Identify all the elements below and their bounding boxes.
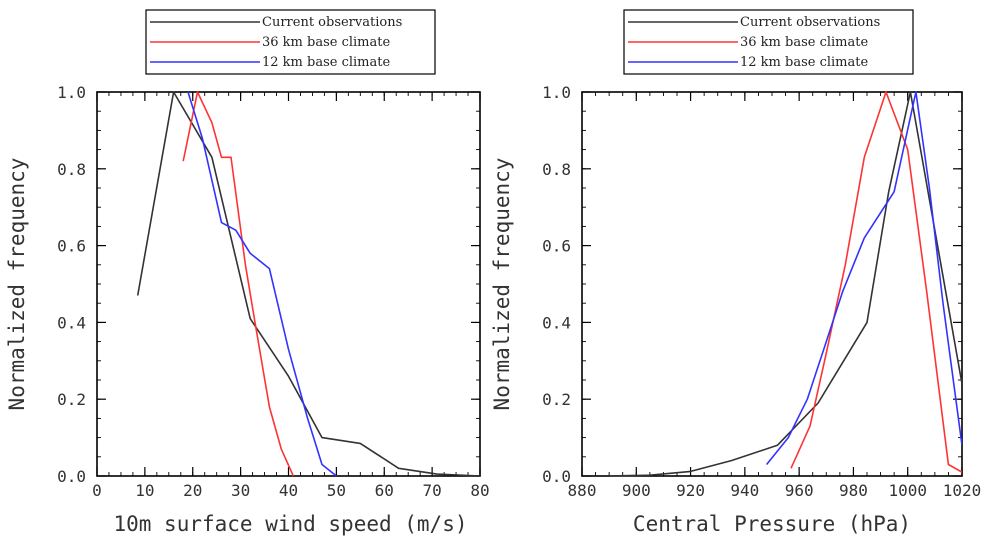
- x-tick-label: 80: [470, 481, 489, 500]
- y-tick-label: 0.0: [57, 467, 86, 486]
- x-axis-title: Central Pressure (hPa): [633, 512, 911, 536]
- y-tick-label: 0.6: [542, 237, 571, 256]
- x-tick-label: 960: [785, 481, 814, 500]
- x-tick-label: 70: [422, 481, 441, 500]
- y-tick-label: 0.2: [57, 390, 86, 409]
- x-tick-label: 40: [279, 481, 298, 500]
- series-line: [182, 91, 295, 477]
- legend-entry: Current observations: [262, 15, 402, 30]
- plot-frame: [96, 91, 481, 477]
- x-tick-label: 940: [730, 481, 759, 500]
- y-tick-label: 0.8: [542, 160, 571, 179]
- legend-entry: 36 km base climate: [262, 35, 390, 50]
- x-tick-label: 20: [183, 481, 202, 500]
- y-tick-label: 1.0: [57, 83, 86, 102]
- y-tick-label: 0.4: [57, 313, 86, 332]
- x-tick-label: 0: [92, 481, 102, 500]
- x-tick-label: 60: [375, 481, 394, 500]
- x-tick-label: 980: [839, 481, 868, 500]
- series-line: [765, 91, 962, 466]
- central-pressure-panel: 880 900 920 940 960 980 1000 1020 0.0 0.2 0.4 0.6 0.…: [490, 9, 982, 536]
- y-tick-label: 0.4: [542, 313, 571, 332]
- x-tick-label: 50: [327, 481, 346, 500]
- x-tick-label: 920: [676, 481, 705, 500]
- series-line: [790, 91, 962, 473]
- y-axis-title: Normalized frequency: [490, 158, 514, 411]
- x-axis-title: 10m surface wind speed (m/s): [113, 512, 467, 536]
- y-axis-title: Normalized frequency: [5, 158, 29, 411]
- legend-entry: 36 km base climate: [740, 35, 868, 50]
- y-tick-label: 1.0: [542, 83, 571, 102]
- x-tick-label: 10: [135, 481, 154, 500]
- plot-frame: [581, 91, 963, 477]
- x-tick-label: 1020: [943, 481, 982, 500]
- series-line: [187, 91, 337, 477]
- legend-entry: Current observations: [740, 15, 880, 30]
- y-tick-label: 0.2: [542, 390, 571, 409]
- legend-entry: 12 km base climate: [262, 55, 390, 70]
- wind-speed-panel: 0 10 20 30 40 50 60 70 80 0.0 0.2 0.4 0.6 0.8 1.0 10m s…: [5, 9, 490, 536]
- x-tick-label: 900: [622, 481, 651, 500]
- legend: Current observations 36 km base climate 12…: [145, 9, 436, 75]
- x-tick-label: 880: [568, 481, 597, 500]
- legend-entry: 12 km base climate: [740, 55, 868, 70]
- legend: Current observations 36 km base climate 12…: [623, 9, 914, 75]
- x-tick-label: 1000: [888, 481, 927, 500]
- series-line: [609, 91, 962, 477]
- series-line: [136, 91, 480, 477]
- x-tick-label: 30: [231, 481, 250, 500]
- y-tick-label: 0.0: [542, 467, 571, 486]
- y-tick-label: 0.8: [57, 160, 86, 179]
- y-tick-label: 0.6: [57, 237, 86, 256]
